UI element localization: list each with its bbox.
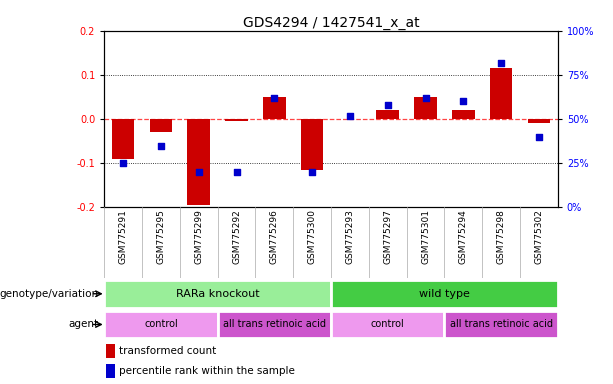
Bar: [528, 119, 550, 123]
Point: [270, 95, 280, 101]
Text: all trans retinoic acid: all trans retinoic acid: [449, 319, 553, 329]
Text: GSM775295: GSM775295: [156, 210, 166, 264]
Bar: [107, 364, 115, 378]
Bar: [331, 280, 558, 308]
Point: [194, 169, 204, 175]
Point: [118, 160, 128, 166]
Bar: [490, 68, 512, 119]
Bar: [218, 311, 331, 338]
Text: percentile rank within the sample: percentile rank within the sample: [119, 366, 295, 376]
Text: GSM775300: GSM775300: [308, 210, 317, 265]
Bar: [188, 119, 210, 205]
Text: RARa knockout: RARa knockout: [176, 289, 259, 299]
Text: GSM775299: GSM775299: [194, 210, 204, 264]
Text: transformed count: transformed count: [119, 346, 216, 356]
Text: control: control: [144, 319, 178, 329]
Point: [345, 113, 355, 119]
Text: all trans retinoic acid: all trans retinoic acid: [223, 319, 326, 329]
Bar: [331, 311, 444, 338]
Text: genotype/variation: genotype/variation: [0, 289, 98, 299]
Bar: [104, 280, 331, 308]
Point: [383, 102, 392, 108]
Bar: [414, 97, 437, 119]
Bar: [112, 119, 134, 159]
Text: GSM775294: GSM775294: [459, 210, 468, 264]
Point: [421, 95, 430, 101]
Point: [156, 142, 166, 149]
Text: GSM775293: GSM775293: [345, 210, 354, 264]
Text: GSM775292: GSM775292: [232, 210, 241, 264]
Text: GSM775291: GSM775291: [118, 210, 128, 264]
Bar: [104, 311, 218, 338]
Bar: [263, 97, 286, 119]
Point: [307, 169, 317, 175]
Bar: [452, 110, 474, 119]
Point: [534, 134, 544, 140]
Bar: [301, 119, 324, 170]
Text: control: control: [371, 319, 405, 329]
Bar: [376, 110, 399, 119]
Bar: [150, 119, 172, 132]
Title: GDS4294 / 1427541_x_at: GDS4294 / 1427541_x_at: [243, 16, 419, 30]
Text: GSM775298: GSM775298: [497, 210, 506, 264]
Bar: [444, 311, 558, 338]
Bar: [107, 344, 115, 358]
Text: GSM775302: GSM775302: [535, 210, 544, 264]
Text: wild type: wild type: [419, 289, 470, 299]
Text: GSM775296: GSM775296: [270, 210, 279, 264]
Text: agent: agent: [68, 319, 98, 329]
Text: GSM775301: GSM775301: [421, 210, 430, 265]
Text: GSM775297: GSM775297: [383, 210, 392, 264]
Bar: [225, 119, 248, 121]
Point: [497, 60, 506, 66]
Point: [459, 98, 468, 104]
Point: [232, 169, 242, 175]
